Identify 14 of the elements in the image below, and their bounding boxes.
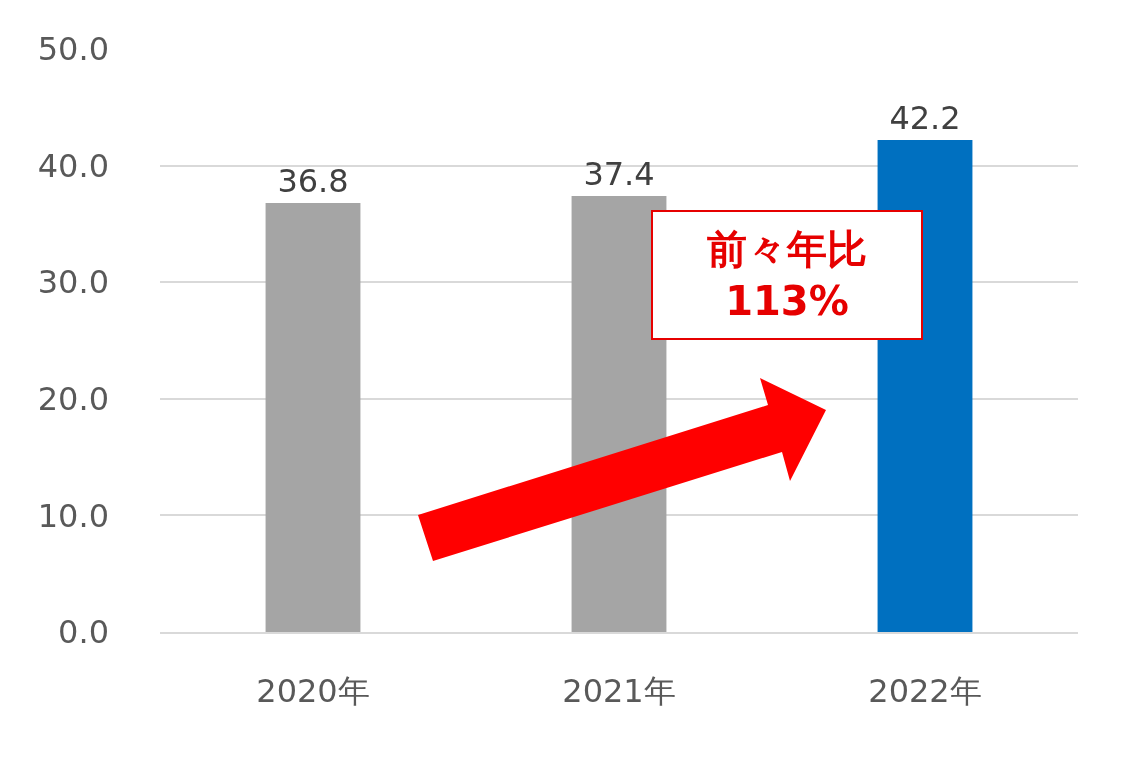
y-tick-label: 40.0 <box>37 146 109 185</box>
y-tick-label: 30.0 <box>37 263 109 302</box>
data-label: 37.4 <box>583 154 655 193</box>
bar <box>265 202 361 632</box>
x-tick-label: 2020年 <box>256 672 370 711</box>
x-tick-label: 2022年 <box>868 672 982 711</box>
y-tick-label: 20.0 <box>37 380 109 418</box>
annotation: 前々年比 113% <box>707 226 867 324</box>
y-tick-label: 10.0 <box>37 496 109 535</box>
y-tick-label: 0.0 <box>58 613 109 652</box>
data-label: 42.2 <box>889 98 961 137</box>
x-tick-label: 2021年 <box>562 672 676 711</box>
y-tick-label: 50.0 <box>37 30 109 69</box>
data-label: 36.8 <box>277 161 349 200</box>
